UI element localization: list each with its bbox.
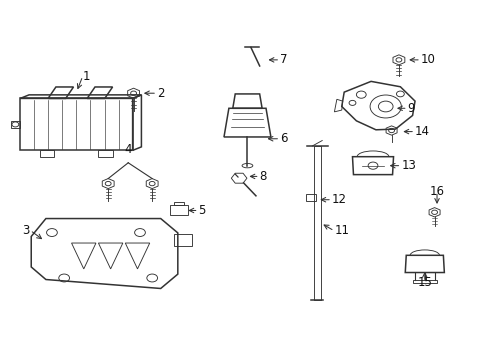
Text: 15: 15 xyxy=(417,276,432,289)
Text: 2: 2 xyxy=(157,87,165,100)
Text: 5: 5 xyxy=(198,204,206,217)
Text: 16: 16 xyxy=(430,185,444,198)
Text: 6: 6 xyxy=(280,132,288,145)
Text: 12: 12 xyxy=(332,193,347,206)
Text: 10: 10 xyxy=(421,53,436,66)
Text: 14: 14 xyxy=(415,125,430,138)
Text: 11: 11 xyxy=(334,224,349,238)
Text: 8: 8 xyxy=(260,170,267,183)
Text: 4: 4 xyxy=(124,143,132,156)
Text: 7: 7 xyxy=(280,53,288,66)
Text: 13: 13 xyxy=(401,159,416,172)
Text: 9: 9 xyxy=(408,102,415,115)
Text: 1: 1 xyxy=(83,69,90,82)
Text: 3: 3 xyxy=(23,224,30,237)
